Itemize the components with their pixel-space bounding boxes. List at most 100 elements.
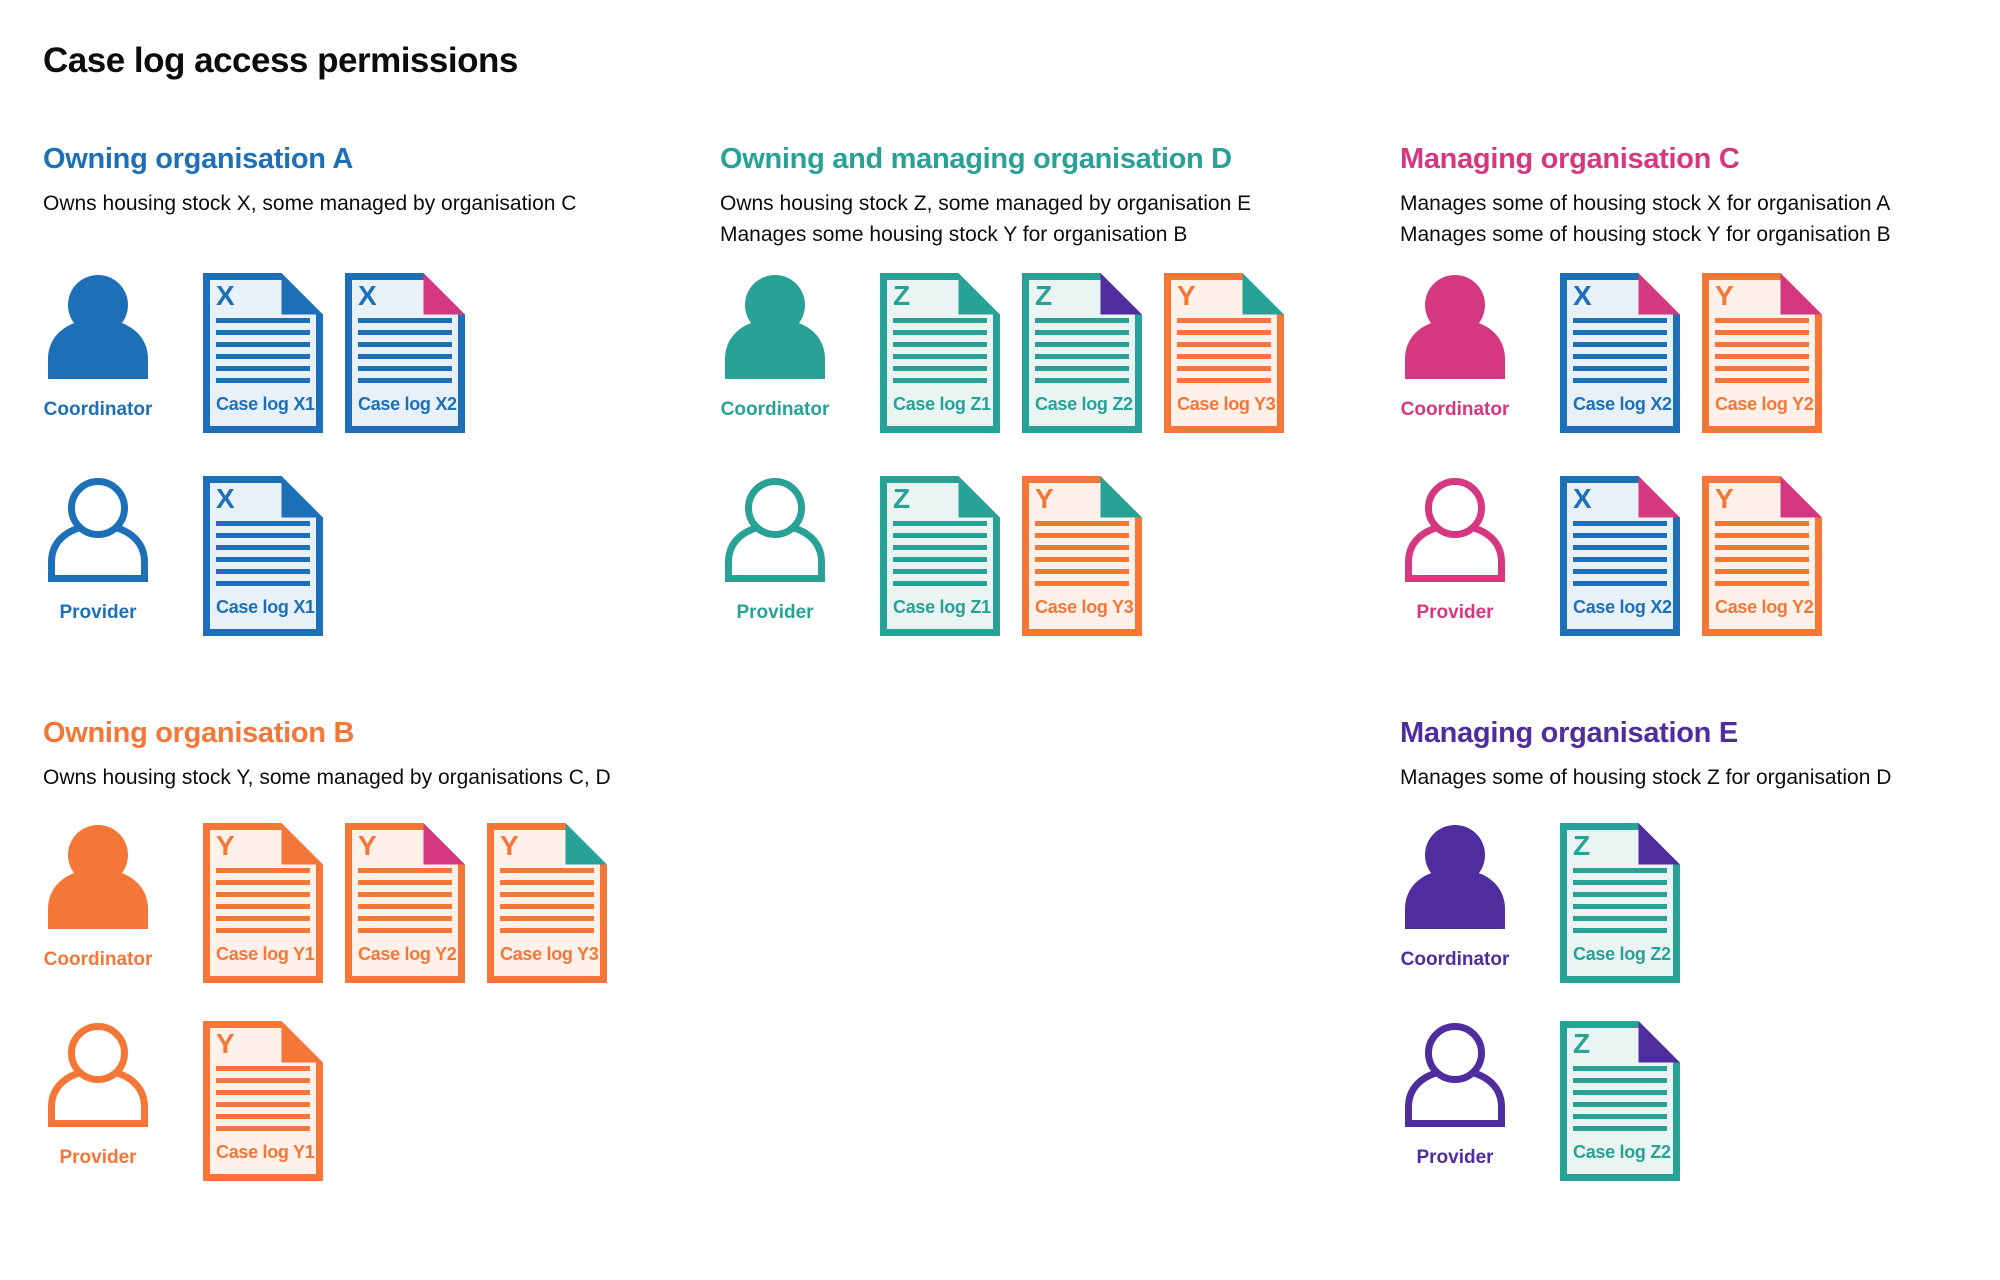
stock-letter: Z bbox=[893, 280, 911, 311]
case-log-label: Case log X1 bbox=[216, 597, 315, 617]
stock-letter: Y bbox=[216, 830, 235, 861]
document-text-lines-icon bbox=[1715, 318, 1809, 390]
section-owning-organisation-a: Owning organisation A Owns housing stock … bbox=[43, 143, 708, 663]
case-log-case-log-y3: Y Case log Y3 bbox=[1022, 476, 1142, 636]
document-text-lines-icon bbox=[1035, 318, 1129, 390]
case-log-label: Case log X2 bbox=[1573, 597, 1672, 617]
case-log-case-log-x2: X Case log X2 bbox=[1560, 476, 1680, 636]
owning-organisation-b-provider-row: Provider Y Case log Y1 bbox=[43, 1021, 708, 1186]
case-log-label: Case log Y3 bbox=[1035, 597, 1134, 617]
owning-organisation-a-provider-row: Provider X Case log X1 bbox=[43, 476, 708, 641]
stock-letter: Y bbox=[216, 1028, 235, 1059]
section-title: Owning organisation A bbox=[43, 143, 354, 175]
provider-figure: Provider bbox=[1405, 476, 1505, 641]
case-log-case-log-x1: X Case log X1 bbox=[203, 476, 323, 636]
provider-figure: Provider bbox=[1405, 1021, 1505, 1186]
document-border bbox=[203, 476, 323, 636]
section-title: Owning organisation B bbox=[43, 717, 355, 749]
managing-organisation-c-coordinator-row: Coordinator X Case log X2 Y Case log Y2 bbox=[1400, 273, 2000, 438]
managing-org-fold-corner-icon bbox=[281, 476, 323, 518]
section-title: Owning and managing organisation D bbox=[720, 143, 1232, 175]
document-page bbox=[1705, 479, 1819, 633]
document-border bbox=[880, 273, 1000, 433]
case-log-list: Z Case log Z1 Z Case log Z2 Y Case log Y3 bbox=[880, 273, 1284, 433]
case-log-document-icon bbox=[1022, 476, 1142, 636]
document-text-lines-icon bbox=[1573, 1066, 1667, 1138]
case-log-case-log-y1: Y Case log Y1 bbox=[203, 823, 323, 983]
document-page bbox=[1167, 276, 1281, 430]
case-log-list: X Case log X2 Y Case log Y2 bbox=[1560, 273, 1822, 433]
managing-org-fold-corner-icon bbox=[1638, 823, 1680, 865]
section-description: Owns housing stock X, some managed by or… bbox=[43, 188, 576, 219]
case-log-document-icon bbox=[345, 823, 465, 983]
provider-figure: Provider bbox=[725, 476, 825, 641]
case-log-case-log-y2: Y Case log Y2 bbox=[345, 823, 465, 983]
case-log-document-icon bbox=[1702, 273, 1822, 433]
managing-org-fold-corner-icon bbox=[281, 1021, 323, 1063]
section-description-line: Manages some housing stock Y for organis… bbox=[720, 223, 1188, 246]
managing-org-fold-corner-icon bbox=[565, 823, 607, 865]
case-log-document-icon bbox=[1560, 273, 1680, 433]
managing-org-fold-corner-icon bbox=[958, 476, 1000, 518]
section-description-line: Owns housing stock X, some managed by or… bbox=[43, 192, 577, 215]
stock-letter: Z bbox=[1573, 1028, 1591, 1059]
case-log-case-log-x2: X Case log X2 bbox=[345, 273, 465, 433]
coordinator-person-filled-icon bbox=[48, 275, 148, 379]
case-log-case-log-z2: Z Case log Z2 bbox=[1022, 273, 1142, 433]
case-log-list: X Case log X1 X Case log X2 bbox=[203, 273, 465, 433]
document-text-lines-icon bbox=[216, 318, 310, 390]
document-border bbox=[1702, 273, 1822, 433]
section-owning-organisation-b: Owning organisation B Owns housing stock … bbox=[43, 717, 708, 1237]
role-label: Provider bbox=[736, 602, 814, 623]
managing-org-fold-corner-icon bbox=[1780, 476, 1822, 518]
case-log-case-log-z2: Z Case log Z2 bbox=[1560, 823, 1680, 983]
role-label: Provider bbox=[1416, 1147, 1494, 1168]
document-text-lines-icon bbox=[1715, 521, 1809, 593]
case-log-document-icon bbox=[880, 273, 1000, 433]
document-text-lines-icon bbox=[893, 521, 987, 593]
document-page bbox=[1563, 276, 1677, 430]
stock-letter: X bbox=[1573, 280, 1592, 311]
coordinator-figure: Coordinator bbox=[1401, 823, 1509, 988]
document-border bbox=[1560, 823, 1680, 983]
case-log-document-icon bbox=[1560, 476, 1680, 636]
case-log-label: Case log Y2 bbox=[1715, 394, 1814, 414]
provider-person-outline-icon bbox=[1405, 478, 1505, 582]
document-border bbox=[345, 823, 465, 983]
document-text-lines-icon bbox=[358, 318, 452, 390]
section-description-line: Owns housing stock Z, some managed by or… bbox=[720, 192, 1252, 215]
case-log-case-log-y2: Y Case log Y2 bbox=[1702, 273, 1822, 433]
case-log-list: X Case log X2 Y Case log Y2 bbox=[1560, 476, 1822, 636]
stock-letter: Z bbox=[1573, 830, 1591, 861]
document-border bbox=[203, 823, 323, 983]
case-log-document-icon bbox=[1702, 476, 1822, 636]
section-description-line: Owns housing stock Y, some managed by or… bbox=[43, 766, 611, 789]
document-page bbox=[1025, 479, 1139, 633]
managing-org-fold-corner-icon bbox=[1100, 273, 1142, 315]
managing-org-fold-corner-icon bbox=[1638, 273, 1680, 315]
case-log-label: Case log Z1 bbox=[893, 394, 991, 414]
case-log-document-icon bbox=[487, 823, 607, 983]
document-page bbox=[1563, 479, 1677, 633]
case-log-label: Case log Z2 bbox=[1035, 394, 1133, 414]
document-border bbox=[1164, 273, 1284, 433]
document-text-lines-icon bbox=[216, 868, 310, 940]
case-log-list: Z Case log Z2 bbox=[1560, 1021, 1680, 1181]
managing-org-fold-corner-icon bbox=[1638, 1021, 1680, 1063]
section-description: Owns housing stock Z, some managed by or… bbox=[720, 188, 1251, 250]
document-border bbox=[880, 476, 1000, 636]
stock-letter: Z bbox=[893, 483, 911, 514]
coordinator-figure: Coordinator bbox=[44, 823, 152, 988]
role-label: Provider bbox=[59, 602, 137, 623]
coordinator-figure: Coordinator bbox=[1401, 273, 1509, 438]
managing-organisation-e-coordinator-row: Coordinator Z Case log Z2 bbox=[1400, 823, 2000, 988]
stock-letter: Z bbox=[1035, 280, 1053, 311]
document-border bbox=[345, 273, 465, 433]
owning-and-managing-organisation-d-provider-row: Provider Z Case log Z1 Y Case log Y3 bbox=[720, 476, 1385, 641]
case-log-list: X Case log X1 bbox=[203, 476, 323, 636]
document-text-lines-icon bbox=[216, 521, 310, 593]
provider-person-outline-icon bbox=[1405, 1023, 1505, 1127]
role-label: Coordinator bbox=[720, 399, 830, 420]
section-managing-organisation-c: Managing organisation C Manages some of h… bbox=[1400, 143, 2000, 663]
